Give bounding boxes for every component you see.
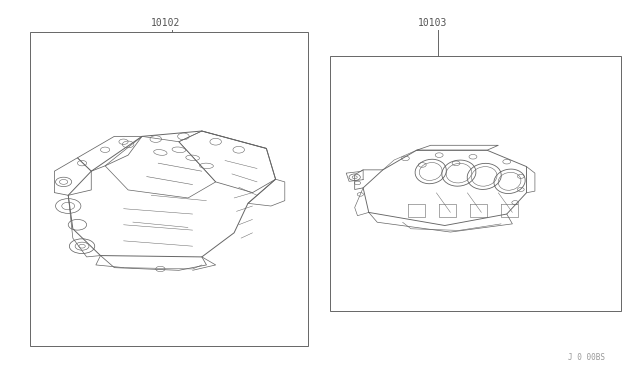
Text: 10102: 10102 <box>150 18 180 28</box>
Bar <box>30 32 308 346</box>
Text: 10103: 10103 <box>418 18 447 28</box>
Bar <box>330 56 621 311</box>
Text: J 0 00BS: J 0 00BS <box>568 353 605 362</box>
